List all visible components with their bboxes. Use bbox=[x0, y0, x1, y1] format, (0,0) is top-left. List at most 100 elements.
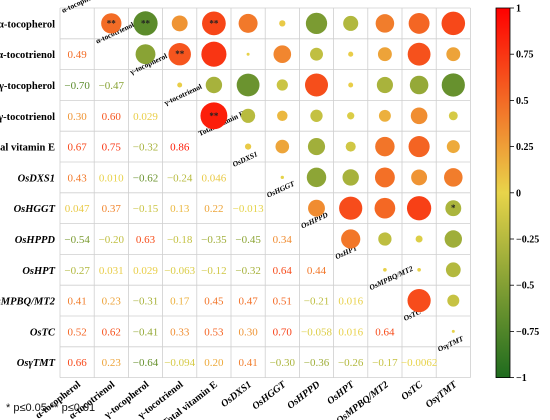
coefficient-label: 0.20 bbox=[204, 357, 224, 369]
correlation-circle bbox=[378, 109, 391, 122]
coefficient-label: −0.24 bbox=[167, 172, 193, 184]
coefficient-label: −0.21 bbox=[304, 296, 329, 308]
correlation-circle bbox=[308, 199, 325, 217]
column-label: OsTC bbox=[399, 379, 425, 403]
correlation-circle bbox=[383, 267, 387, 272]
correlation-circle bbox=[445, 200, 462, 217]
row-label: OsMPBQ/MT2 bbox=[0, 297, 56, 308]
correlation-circle bbox=[411, 169, 428, 186]
coefficient-label: 0.44 bbox=[307, 265, 327, 277]
colorbar-tick-label: 0 bbox=[516, 188, 521, 199]
significance-footnote: * p≤0.05 ** p≤0.01 bbox=[6, 402, 96, 414]
coefficient-label: −0.62 bbox=[133, 172, 158, 184]
colorbar-tick-label: −0.25 bbox=[516, 235, 539, 246]
row-label: γ-tocopherol bbox=[0, 81, 55, 92]
correlation-circle bbox=[305, 12, 328, 35]
coefficient-label: 0.17 bbox=[170, 296, 190, 308]
coefficient-label: 0.22 bbox=[204, 203, 223, 215]
coefficient-label: 0.47 bbox=[238, 296, 258, 308]
coefficient-label: 0.029 bbox=[133, 111, 158, 123]
correlation-circle bbox=[407, 289, 431, 313]
coefficient-label: −0.17 bbox=[372, 357, 398, 369]
coefficient-label: −0.64 bbox=[133, 357, 159, 369]
correlation-circle bbox=[246, 52, 250, 56]
correlation-circle bbox=[444, 230, 462, 248]
correlation-circle bbox=[409, 75, 429, 95]
coefficient-label: −0.094 bbox=[164, 357, 195, 369]
correlation-circle bbox=[238, 13, 258, 33]
colorbar-tick-label: 0.75 bbox=[516, 50, 534, 61]
column-label: OsγTMT bbox=[424, 379, 460, 411]
coefficient-label: −0.32 bbox=[133, 142, 158, 154]
correlation-circle bbox=[135, 44, 156, 65]
coefficient-label: 0.86 bbox=[170, 142, 190, 154]
correlation-circle bbox=[277, 110, 288, 122]
colorbar bbox=[495, 7, 511, 379]
correlation-circle bbox=[348, 82, 354, 88]
correlation-circle bbox=[446, 140, 460, 154]
correlation-circle bbox=[375, 14, 395, 33]
coefficient-label: −0.15 bbox=[133, 203, 159, 215]
coefficient-label: 0.64 bbox=[273, 265, 293, 277]
coefficient-label: 0.046 bbox=[202, 172, 227, 184]
correlation-circle bbox=[444, 168, 463, 187]
coefficient-label: 0.64 bbox=[375, 326, 395, 338]
correlation-circle bbox=[280, 175, 284, 180]
correlation-circle bbox=[345, 141, 356, 152]
row-label: OsHGGT bbox=[14, 204, 56, 215]
row-label: γ-tocotrienol bbox=[0, 112, 55, 123]
correlation-circle bbox=[415, 235, 423, 243]
row-label: OsTC bbox=[30, 327, 56, 338]
row-label: OsDXS1 bbox=[18, 173, 55, 184]
correlation-circle bbox=[101, 13, 122, 34]
significance-stars: ** bbox=[175, 49, 185, 59]
coefficient-label: 0.75 bbox=[102, 142, 122, 154]
correlation-circle bbox=[133, 11, 158, 36]
correlation-circle bbox=[244, 143, 252, 150]
correlation-circle bbox=[202, 11, 226, 36]
row-label: OsγTMT bbox=[17, 358, 56, 369]
coefficient-label: −0.27 bbox=[64, 265, 90, 277]
coefficient-label: 0.029 bbox=[133, 265, 158, 277]
diagonal-label: OsMPBQ/MT2 bbox=[368, 264, 415, 292]
coefficient-label: 0.70 bbox=[273, 326, 293, 338]
coefficient-label: −0.20 bbox=[99, 234, 125, 246]
significance-stars: * bbox=[451, 203, 456, 213]
correlation-circle bbox=[240, 108, 256, 123]
coefficient-label: 0.23 bbox=[102, 296, 122, 308]
coefficient-label: −0.0062 bbox=[401, 357, 437, 369]
correlation-circle bbox=[342, 169, 359, 186]
diagonal-label: OsDXS1 bbox=[231, 149, 259, 168]
correlation-circle bbox=[310, 47, 323, 61]
row-label: α-tocotrienol bbox=[0, 50, 55, 61]
coefficient-label: −0.26 bbox=[338, 357, 364, 369]
correlation-circle bbox=[201, 41, 227, 67]
diagonal-label: α-tocopherol bbox=[60, 0, 101, 15]
coefficient-label: −0.18 bbox=[167, 234, 193, 246]
correlation-circle bbox=[279, 20, 286, 27]
coefficient-label: −0.47 bbox=[99, 80, 125, 92]
correlation-circle bbox=[307, 138, 326, 156]
correlation-circle bbox=[304, 73, 329, 97]
coefficient-label: 0.43 bbox=[67, 172, 87, 184]
coefficient-label: 0.41 bbox=[67, 296, 86, 308]
coefficient-label: 0.41 bbox=[238, 357, 257, 369]
coefficient-label: 0.23 bbox=[102, 357, 122, 369]
coefficient-label: −0.058 bbox=[301, 326, 332, 338]
coefficient-label: 0.45 bbox=[204, 296, 224, 308]
coefficient-label: −0.36 bbox=[304, 357, 330, 369]
correlation-circle bbox=[171, 15, 188, 32]
correlation-circle bbox=[177, 82, 183, 88]
colorbar-tick-label: −0.5 bbox=[516, 281, 534, 292]
significance-stars: ** bbox=[209, 18, 219, 28]
correlation-circle bbox=[408, 136, 430, 158]
correlation-circle bbox=[347, 112, 355, 120]
correlation-circle bbox=[343, 15, 359, 31]
correlation-circle bbox=[375, 136, 395, 157]
correlation-circle bbox=[377, 47, 392, 62]
coefficient-label: −0.063 bbox=[164, 265, 195, 277]
column-label: OsDXS1 bbox=[219, 379, 254, 410]
coefficient-label: −0.013 bbox=[233, 203, 264, 215]
correlation-circle bbox=[168, 42, 191, 66]
